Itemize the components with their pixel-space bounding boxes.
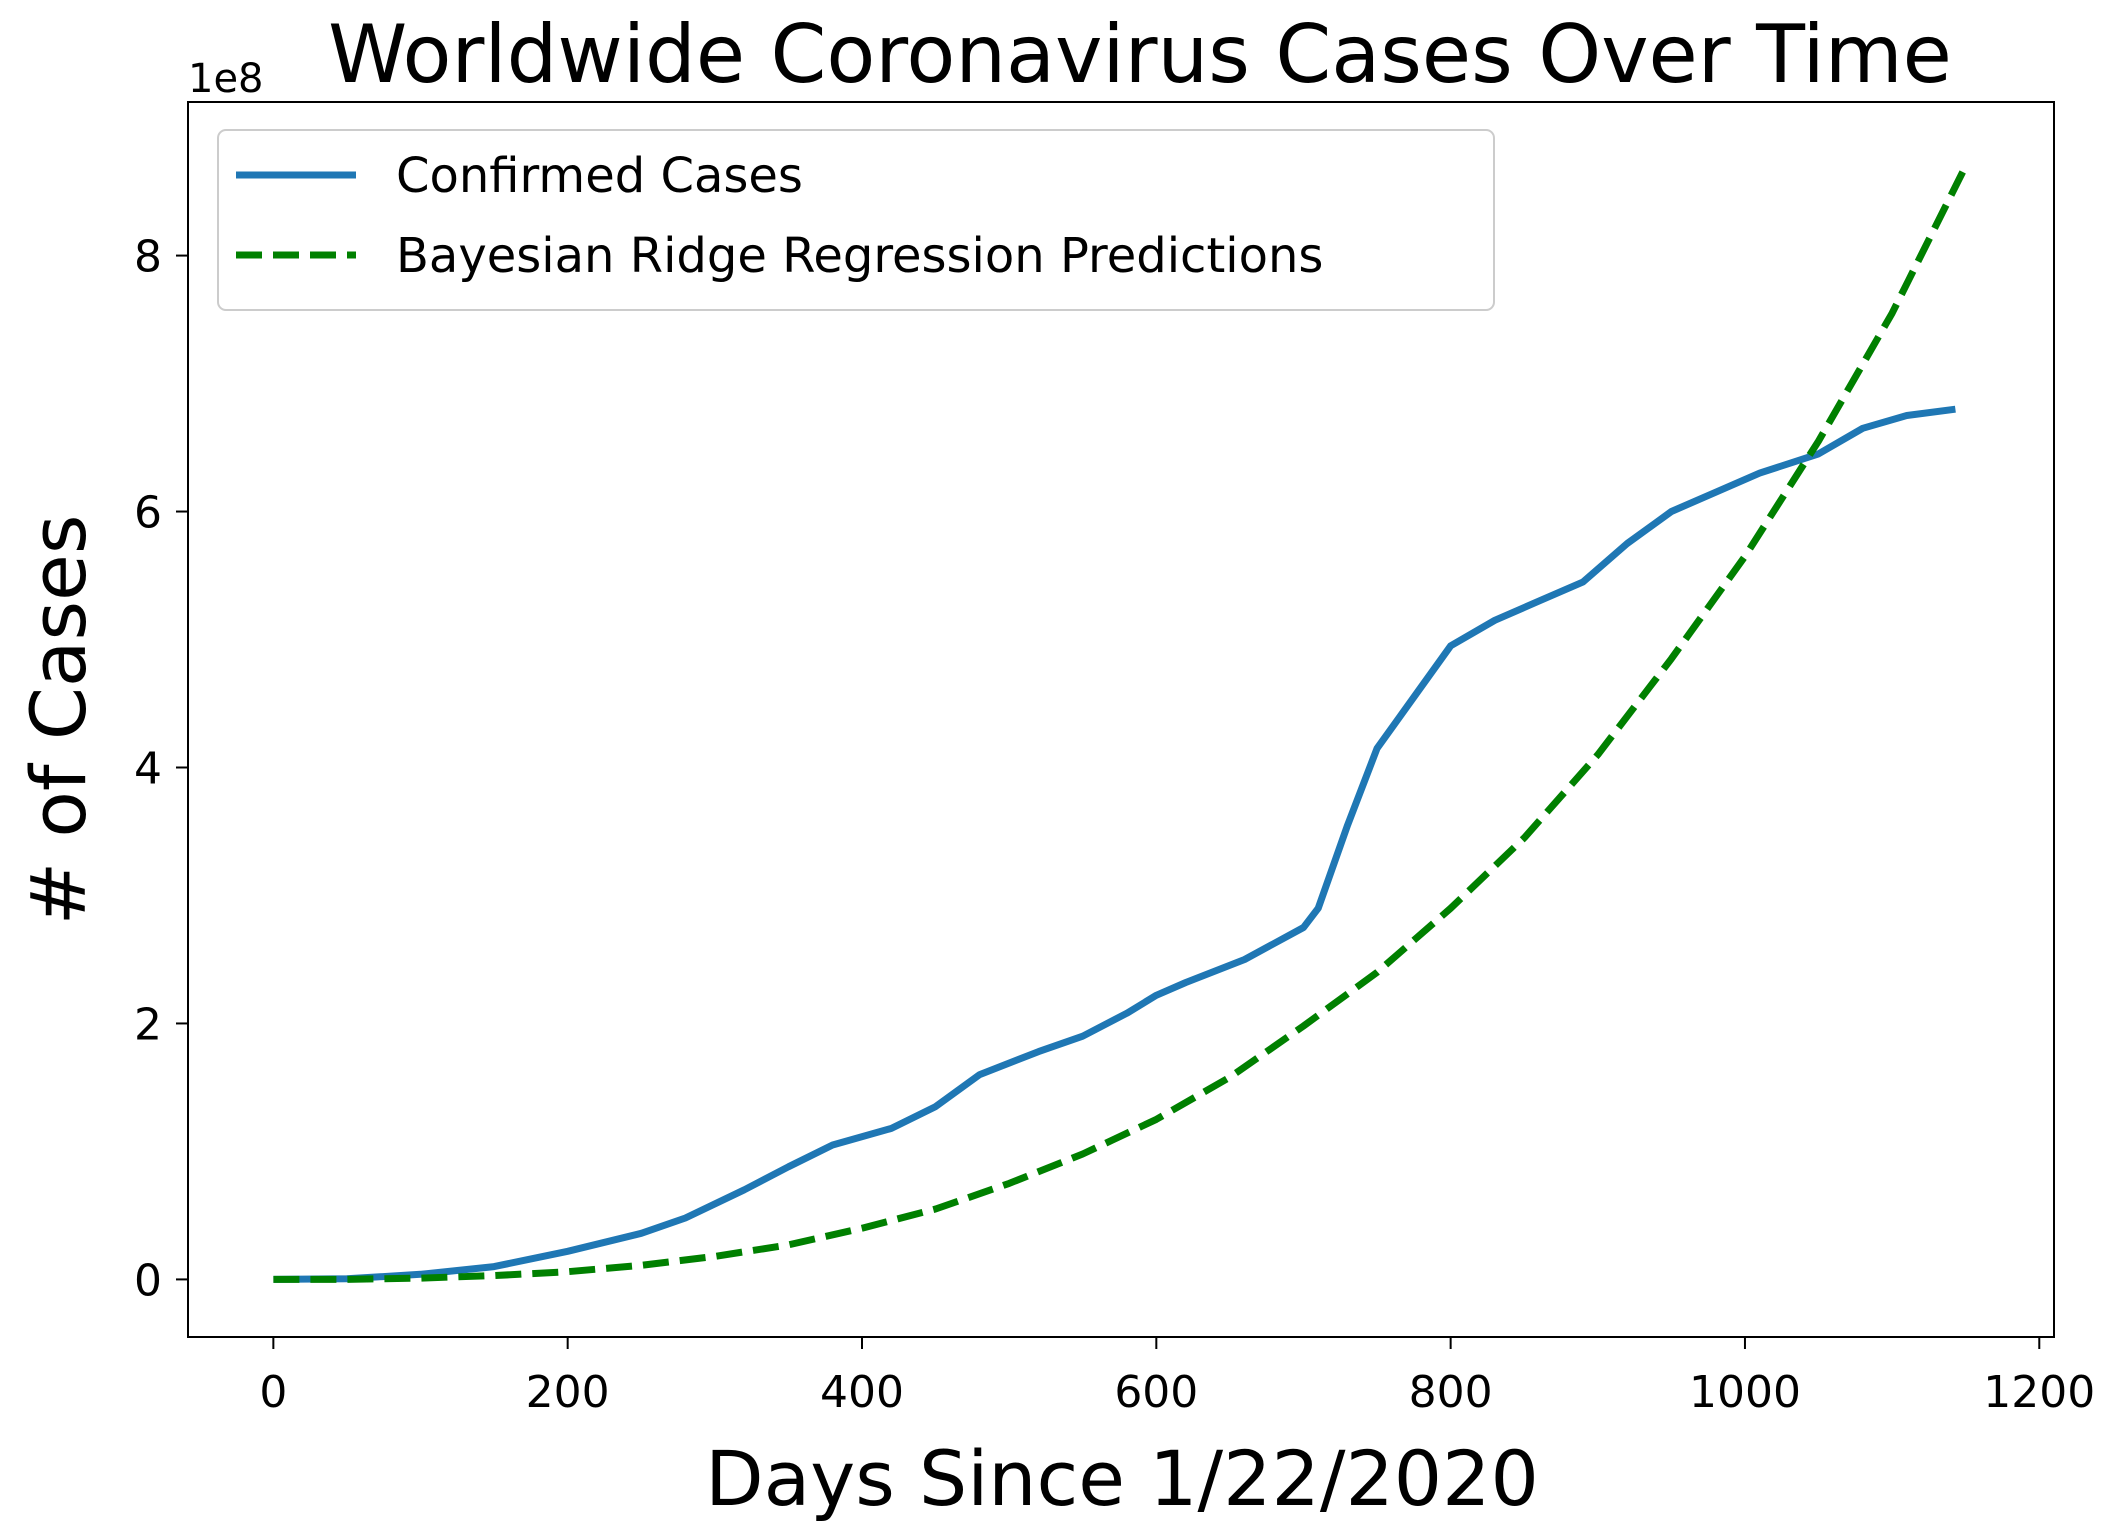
x-tick-label: 600	[1114, 1367, 1198, 1418]
y-axis-label: # of Cases	[14, 515, 103, 926]
y-tick-label: 8	[134, 232, 162, 283]
y-offset-label: 1e8	[188, 56, 264, 102]
legend: Confirmed Cases Bayesian Ridge Regressio…	[217, 129, 1495, 311]
x-axis: 0 200 400 600 800 1000 1200	[259, 1337, 2095, 1418]
legend-label-bayesian-ridge: Bayesian Ridge Regression Predictions	[396, 228, 1323, 284]
x-tick-label: 800	[1409, 1367, 1493, 1418]
legend-frame	[217, 129, 1495, 311]
x-tick-label: 1000	[1689, 1367, 1801, 1418]
y-tick-label: 4	[134, 743, 162, 794]
chart-title: Worldwide Coronavirus Cases Over Time	[328, 8, 1952, 101]
x-tick-label: 1200	[1983, 1367, 2095, 1418]
x-tick-label: 0	[259, 1367, 287, 1418]
y-tick-label: 0	[134, 1255, 162, 1306]
x-tick-label: 200	[526, 1367, 610, 1418]
series-line-bayesian-ridge	[273, 164, 1969, 1283]
x-axis-label: Days Since 1/22/2020	[705, 1434, 1539, 1523]
x-tick-label: 400	[820, 1367, 904, 1418]
legend-label-confirmed-cases: Confirmed Cases	[396, 148, 803, 204]
y-tick-label: 6	[134, 488, 162, 539]
plot-frame	[187, 101, 2055, 1338]
y-tick-label: 2	[134, 999, 162, 1050]
y-axis: 0 2 4 6 8	[134, 232, 188, 1306]
series-layer	[273, 164, 1969, 1283]
series-line-confirmed-cases	[273, 405, 1956, 1283]
